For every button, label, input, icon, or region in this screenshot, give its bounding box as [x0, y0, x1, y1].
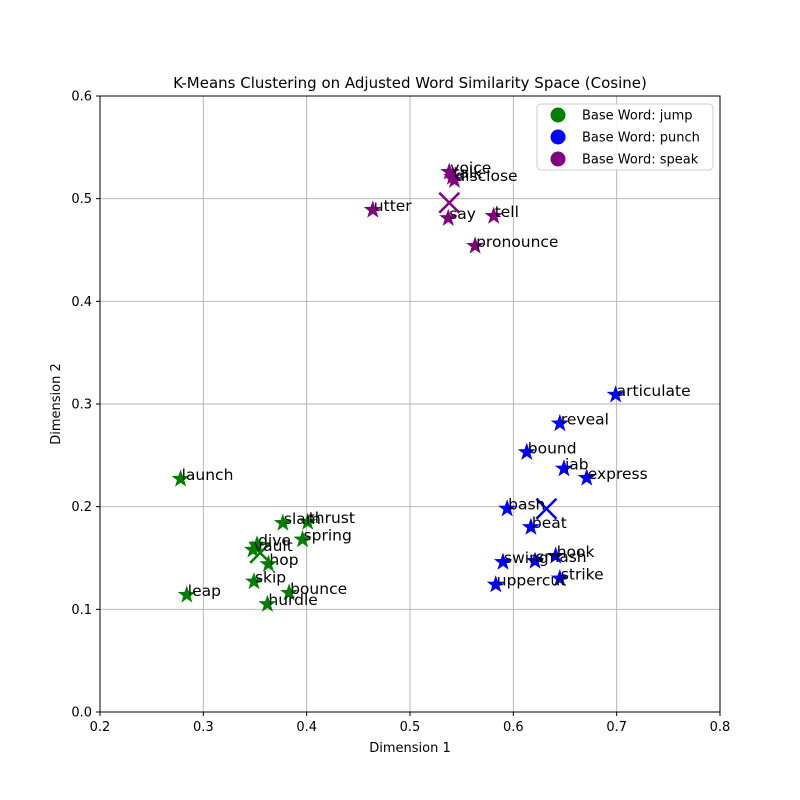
- data-point-star: [440, 162, 459, 180]
- x-axis-title: Dimension 1: [369, 741, 451, 756]
- y-tick-label: 0.5: [71, 192, 92, 207]
- data-point-label: talk: [453, 164, 482, 182]
- y-tick-label: 0.6: [71, 90, 92, 105]
- data-point-label: utter: [374, 197, 413, 215]
- data-point-star: [445, 170, 464, 188]
- x-tick-label: 0.6: [503, 720, 524, 735]
- data-point-star: [493, 552, 513, 570]
- data-point-label: voice: [450, 159, 491, 177]
- data-point-label: slam: [284, 510, 321, 528]
- y-tick-label: 0.0: [71, 706, 92, 721]
- data-point-star: [363, 200, 382, 218]
- data-point-star: [273, 513, 292, 531]
- data-point-label: hurdle: [268, 591, 317, 609]
- data-point-label: hop: [269, 551, 298, 569]
- data-point-label: launch: [182, 466, 234, 484]
- legend-marker: [550, 151, 566, 167]
- data-point-star: [293, 530, 312, 548]
- data-point-star: [244, 572, 263, 590]
- data-point-star: [498, 499, 517, 517]
- data-point-label: dive: [258, 532, 291, 550]
- data-point-star: [177, 585, 196, 603]
- y-axis-title: Dimension 2: [49, 363, 64, 445]
- x-tick-label: 0.3: [193, 720, 214, 735]
- data-point-star: [466, 236, 485, 254]
- data-point-star: [171, 469, 190, 487]
- data-point-label: bounce: [290, 580, 347, 598]
- data-point-label: swing: [504, 549, 549, 567]
- x-tick-label: 0.4: [296, 720, 317, 735]
- data-point-star: [298, 512, 317, 530]
- data-point-label: say: [449, 205, 476, 223]
- x-tick-label: 0.5: [400, 720, 421, 735]
- x-tick-label: 0.8: [710, 720, 731, 735]
- legend-marker: [550, 129, 566, 145]
- data-point-label: pronounce: [476, 233, 558, 251]
- data-point-star: [554, 459, 573, 477]
- data-points: [171, 162, 625, 612]
- y-tick-label: 0.3: [71, 398, 92, 413]
- data-point-star: [521, 517, 540, 535]
- axis-ticks: 0.2 0.3 0.4 0.5 0.6 0.7 0.8 0.0 0.1 0.2 0.3 0.4 0.5 0…: [71, 90, 730, 736]
- x-tick-label: 0.7: [606, 720, 627, 735]
- data-point-label: beat: [532, 514, 567, 532]
- data-point-star: [550, 569, 569, 587]
- grid: [99, 95, 721, 713]
- legend-label: Base Word: jump: [582, 109, 692, 124]
- y-tick-label: 0.1: [71, 603, 92, 618]
- data-point-label: articulate: [617, 382, 691, 400]
- data-point-label: jab: [564, 456, 589, 474]
- data-point-star: [443, 167, 462, 185]
- data-point-star: [526, 551, 545, 569]
- data-point-star: [486, 575, 505, 593]
- data-point-label: leap: [188, 582, 221, 600]
- cluster-centroid-marker: [438, 191, 461, 214]
- data-point-label: strike: [561, 566, 604, 584]
- data-point-star: [258, 594, 277, 612]
- cluster-centroid-marker: [535, 497, 558, 520]
- data-point-star: [546, 546, 565, 564]
- data-point-label: smash: [536, 548, 587, 566]
- data-point-star: [439, 208, 458, 226]
- data-point-star: [280, 583, 299, 601]
- data-point-label: bash: [508, 496, 545, 514]
- data-point-label: express: [588, 465, 648, 483]
- data-point-star: [243, 540, 262, 558]
- data-point-label: spring: [304, 527, 352, 545]
- data-point-label: reveal: [561, 411, 609, 429]
- legend-label: Base Word: speak: [582, 153, 699, 168]
- data-point-star: [259, 554, 278, 572]
- data-point-label: bound: [528, 439, 577, 457]
- legend-label: Base Word: punch: [582, 131, 700, 146]
- data-point-label: thrust: [309, 509, 355, 527]
- legend-marker: [550, 107, 566, 123]
- data-point-star: [517, 442, 536, 460]
- data-point-star: [248, 535, 267, 553]
- legend-box: [536, 103, 714, 171]
- data-point-label: vault: [254, 537, 293, 555]
- y-tick-label: 0.4: [71, 295, 92, 310]
- legend: Base Word: jump Base Word: punch Base Word…: [536, 103, 714, 171]
- data-point-label: uppercut: [497, 572, 567, 590]
- data-point-label: disclose: [455, 167, 517, 185]
- data-point-label: hook: [557, 543, 595, 561]
- x-tick-label: 0.2: [90, 720, 111, 735]
- data-point-star: [484, 206, 503, 224]
- chart-title: K-Means Clustering on Adjusted Word Simi…: [173, 74, 647, 92]
- data-point-label: tell: [495, 203, 519, 221]
- data-point-star: [577, 468, 596, 486]
- data-point-star: [606, 385, 625, 403]
- data-point-label: skip: [255, 569, 286, 587]
- data-point-star: [550, 414, 569, 432]
- y-tick-label: 0.2: [71, 500, 92, 515]
